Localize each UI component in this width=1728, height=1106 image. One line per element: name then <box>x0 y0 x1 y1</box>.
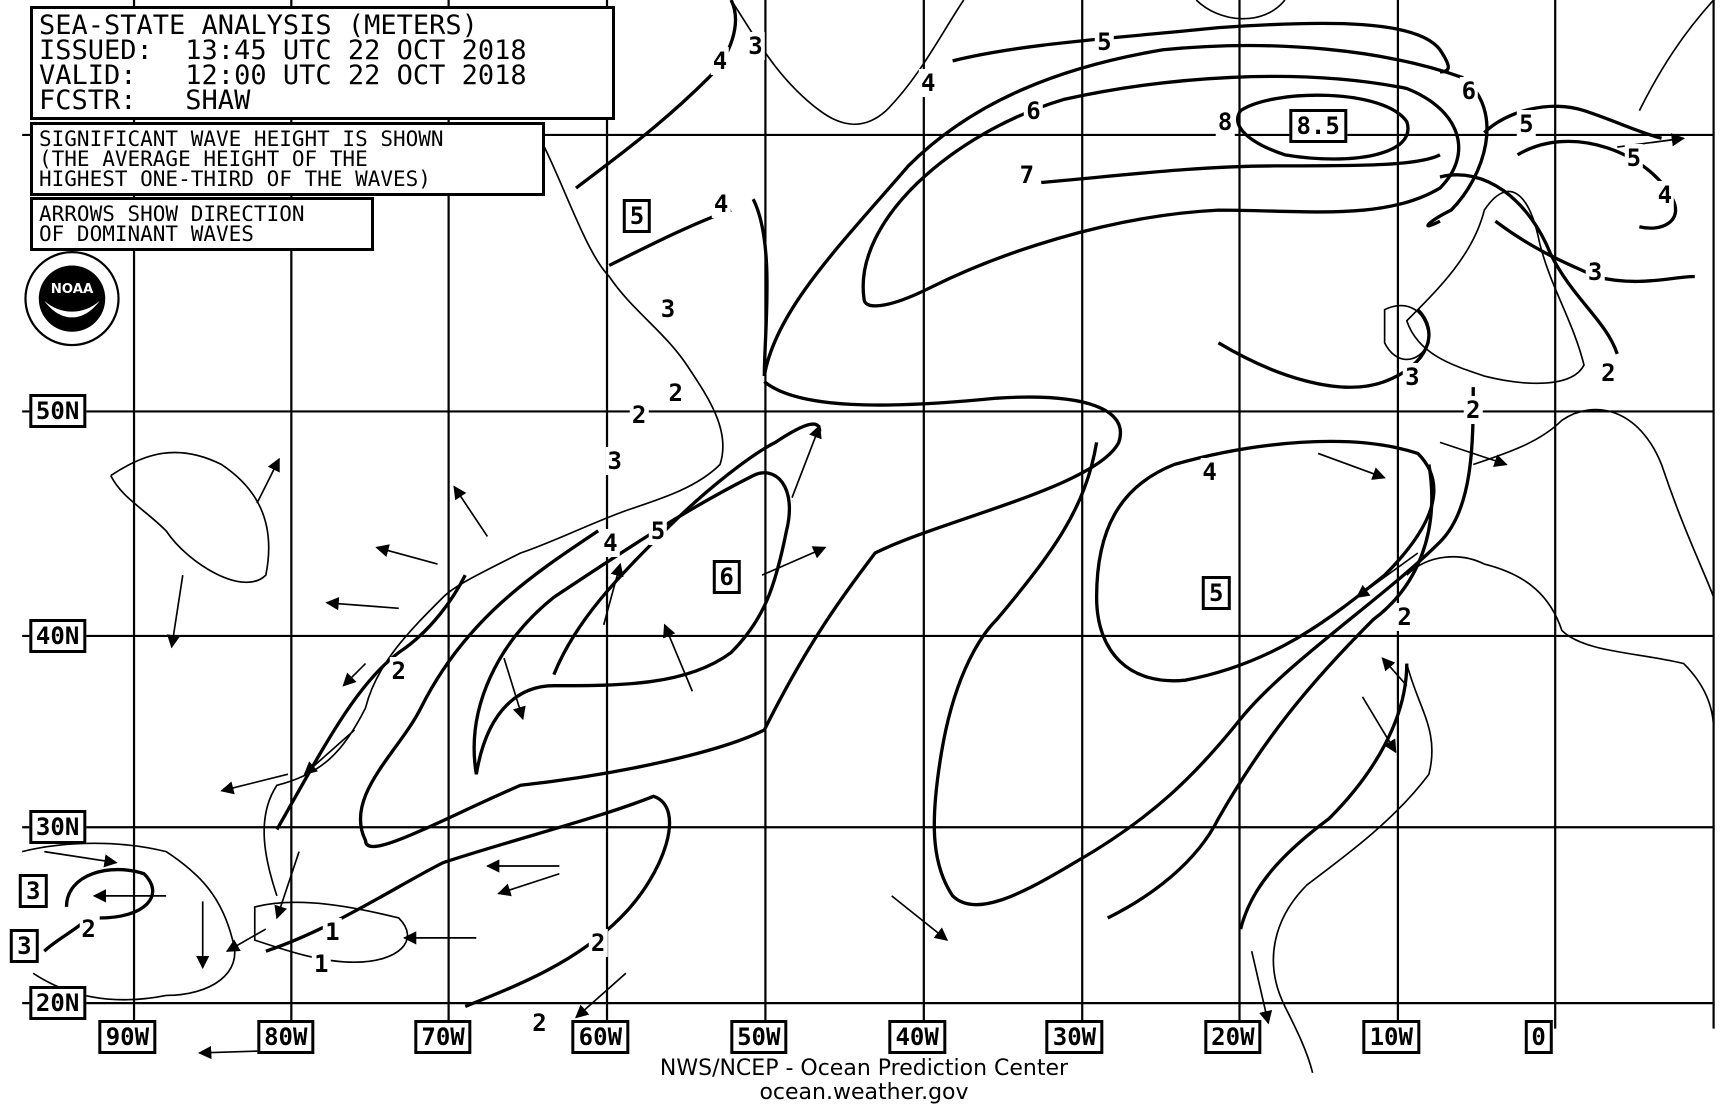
contour-label: 1 <box>323 918 342 947</box>
latitude-label: 30N <box>28 810 87 845</box>
contour-label: 4 <box>1200 458 1219 487</box>
contour-label: 5 <box>1624 144 1644 173</box>
contour-label: 5 <box>1095 28 1114 57</box>
valid-time: VALID: 12:00 UTC 22 OCT 2018 <box>39 60 527 91</box>
contour-label: 3 <box>605 447 624 476</box>
max-wave-height-box: 3 <box>18 874 48 909</box>
contour-label: 2 <box>1463 396 1483 425</box>
longitude-label: 20W <box>1204 1020 1262 1055</box>
contour-label: 4 <box>710 46 730 75</box>
wave-height-note: SIGNIFICANT WAVE HEIGHT IS SHOWN (THE AV… <box>30 122 545 196</box>
longitude-label: 10W <box>1362 1020 1420 1055</box>
contour-label: 6 <box>1024 96 1043 125</box>
contour-label: 2 <box>530 1009 549 1038</box>
longitude-label: 40W <box>888 1020 946 1055</box>
contour-label: 3 <box>1403 363 1422 392</box>
issued-time: ISSUED: 13:45 UTC 22 OCT 2018 <box>39 35 527 66</box>
max-wave-height-box: 6 <box>712 560 741 595</box>
max-wave-height-box: 8.5 <box>1289 109 1347 144</box>
contour-label: 4 <box>601 529 620 558</box>
contour-label: 4 <box>919 68 938 97</box>
contour-label: 8 <box>1215 107 1235 136</box>
footer-url: ocean.weather.gov <box>759 1080 969 1105</box>
contour-label: 7 <box>1017 160 1037 189</box>
contour-label: 2 <box>389 657 408 686</box>
contour-label: 2 <box>666 378 685 407</box>
longitude-label: 0 <box>1524 1020 1553 1055</box>
svg-text:NOAA: NOAA <box>51 282 94 297</box>
contour-label: 5 <box>1517 109 1536 138</box>
arrows-note: ARROWS SHOW DIRECTION OF DOMINANT WAVES <box>30 197 374 251</box>
latitude-label: 50N <box>28 394 87 429</box>
title-block: SEA-STATE ANALYSIS (METERS) ISSUED: 13:45… <box>30 6 615 120</box>
contour-label: 2 <box>1599 358 1618 387</box>
contour-label: 1 <box>311 950 331 979</box>
contour-label: 6 <box>1459 76 1479 105</box>
max-wave-height-box: 5 <box>622 198 652 233</box>
longitude-label: 90W <box>98 1020 157 1055</box>
latitude-label: 20N <box>28 986 87 1021</box>
contour-label: 4 <box>711 189 731 218</box>
contour-label: 5 <box>648 516 668 545</box>
contour-label: 3 <box>658 294 678 323</box>
longitude-label: 50W <box>730 1020 788 1055</box>
contour-label: 3 <box>1585 258 1605 287</box>
contour-label: 2 <box>1395 603 1414 632</box>
longitude-label: 70W <box>414 1020 472 1055</box>
longitude-label: 80W <box>257 1020 315 1055</box>
contour-label: 3 <box>746 32 765 61</box>
contour-label: 2 <box>629 400 649 429</box>
contour-label: 4 <box>1655 180 1675 209</box>
noaa-logo: NOAA <box>24 251 120 347</box>
footer-agency: NWS/NCEP - Ocean Prediction Center <box>659 1056 1069 1081</box>
wave-direction-arrows <box>44 133 1686 1060</box>
map-title: SEA-STATE ANALYSIS (METERS) <box>39 10 478 41</box>
contour-label: 2 <box>79 915 98 944</box>
max-wave-height-box: 5 <box>1202 575 1231 610</box>
max-wave-height-box: 3 <box>10 928 39 963</box>
forecaster: FCSTR: SHAW <box>39 85 251 116</box>
contour-label: 2 <box>588 929 608 958</box>
latitude-label: 40N <box>28 618 87 653</box>
longitude-label: 30W <box>1045 1020 1104 1055</box>
longitude-label: 60W <box>571 1020 630 1055</box>
